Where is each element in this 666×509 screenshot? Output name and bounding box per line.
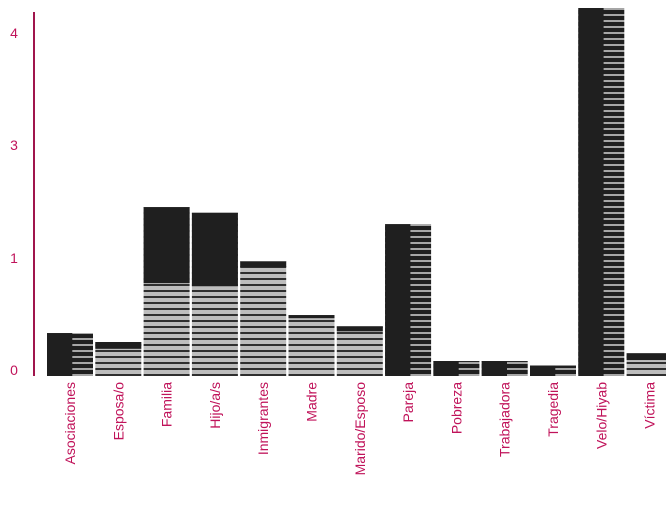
bar bbox=[481, 361, 528, 376]
y-tick-label: 3 bbox=[10, 137, 18, 153]
y-tick-label: 0 bbox=[10, 362, 18, 378]
bar bbox=[385, 224, 432, 376]
x-tick-label: Víctima bbox=[642, 382, 658, 429]
bar-dark-segment bbox=[385, 224, 411, 376]
x-tick-label: Tragedia bbox=[545, 382, 561, 437]
x-tick-label: Hijo/a/s bbox=[207, 382, 223, 429]
bar-dark-segment bbox=[288, 315, 335, 319]
y-tick-label: 1 bbox=[10, 250, 18, 266]
bar bbox=[191, 212, 238, 376]
bar-dark-segment bbox=[95, 342, 142, 349]
bar-dark-segment bbox=[47, 333, 73, 376]
bar bbox=[530, 365, 576, 376]
x-tick-label: Familia bbox=[159, 382, 175, 427]
y-tick-label: 4 bbox=[10, 25, 18, 41]
bar bbox=[336, 326, 383, 376]
x-tick-label: Trabajadora bbox=[497, 382, 513, 457]
x-tick-label: Velo/Hiyab bbox=[593, 382, 609, 449]
bar-dark-segment bbox=[336, 326, 383, 332]
x-tick-label: Madre bbox=[304, 382, 320, 422]
bars-layer bbox=[47, 8, 666, 376]
x-tick-labels: Asociaciones Esposa/o Familia Hijo/a/s Inmig… bbox=[62, 382, 658, 476]
x-tick-label: Inmigrantes bbox=[255, 382, 271, 455]
x-tick-label: Pareja bbox=[400, 382, 416, 423]
bar bbox=[433, 361, 480, 376]
bar-dark-segment bbox=[143, 207, 190, 284]
bar-dark-segment bbox=[240, 261, 287, 268]
bar-dark-segment bbox=[530, 365, 556, 376]
bar bbox=[47, 333, 93, 376]
bar-body bbox=[336, 326, 383, 376]
x-tick-label: Esposa/o bbox=[110, 382, 126, 441]
bar-body bbox=[288, 315, 335, 376]
x-tick-label: Pobreza bbox=[448, 382, 464, 434]
bar bbox=[143, 207, 190, 376]
x-tick-label: Marido/Esposo bbox=[352, 382, 368, 476]
bar-body bbox=[240, 261, 287, 376]
bar-dark-segment bbox=[626, 353, 666, 361]
bar bbox=[95, 342, 142, 376]
y-tick-labels: 0 1 3 4 bbox=[10, 25, 18, 378]
bar-dark-segment bbox=[191, 212, 238, 287]
x-tick-label: Asociaciones bbox=[62, 382, 78, 465]
bar bbox=[626, 353, 666, 376]
bar-dark-segment bbox=[481, 361, 507, 376]
bar bbox=[288, 315, 335, 376]
bar bbox=[240, 261, 287, 376]
bar bbox=[578, 8, 625, 376]
bar-dark-segment bbox=[433, 361, 459, 376]
bar-dark-segment bbox=[578, 8, 604, 376]
